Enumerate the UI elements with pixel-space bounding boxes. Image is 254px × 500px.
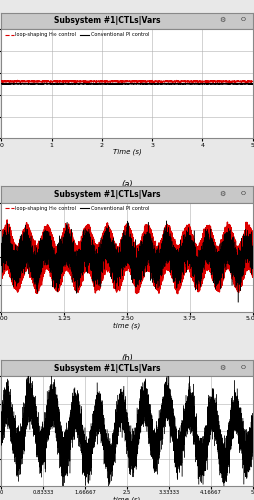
Text: (a): (a) bbox=[121, 180, 133, 189]
X-axis label: time (s): time (s) bbox=[113, 323, 141, 330]
Text: Subsystem #1|CTLs|Vars: Subsystem #1|CTLs|Vars bbox=[54, 16, 160, 25]
Text: Subsystem #1|CTLs|Vars: Subsystem #1|CTLs|Vars bbox=[54, 190, 160, 199]
Text: Subsystem #1|CTLs|Vars: Subsystem #1|CTLs|Vars bbox=[54, 364, 160, 373]
Text: O: O bbox=[240, 191, 245, 196]
Text: ⚙: ⚙ bbox=[219, 17, 226, 23]
Text: ⚙: ⚙ bbox=[219, 364, 226, 370]
X-axis label: Time (s): Time (s) bbox=[113, 149, 141, 156]
Legend: loop-shaping H∞ control, Conventional PI control: loop-shaping H∞ control, Conventional PI… bbox=[4, 32, 150, 38]
Text: (b): (b) bbox=[121, 354, 133, 363]
Legend: loop-shaping H∞ control, Conventional PI control: loop-shaping H∞ control, Conventional PI… bbox=[4, 205, 150, 212]
X-axis label: time (s): time (s) bbox=[113, 496, 141, 500]
Text: O: O bbox=[240, 365, 245, 370]
Text: O: O bbox=[240, 18, 245, 22]
Text: ⚙: ⚙ bbox=[219, 190, 226, 196]
